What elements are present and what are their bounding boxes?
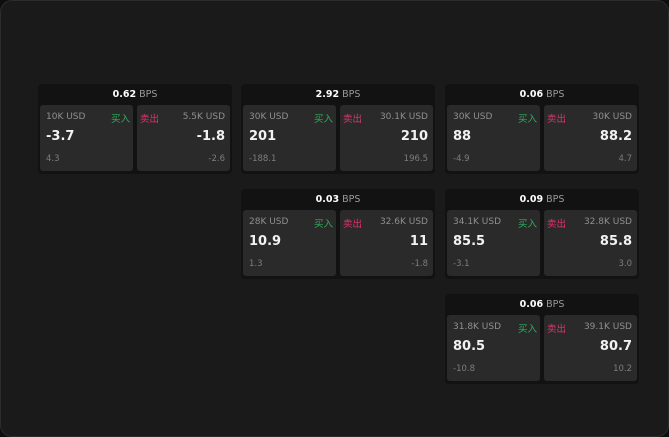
spread-value: 0.03	[315, 194, 340, 205]
quote-card: 2.92 BPS 30K USD 买入 201 -188.1 卖出 30.1K …	[241, 84, 435, 174]
buy-change: 4.3	[46, 154, 60, 164]
sell-price: -1.8	[196, 129, 225, 144]
buy-change: 1.3	[249, 259, 263, 269]
sell-tile[interactable]: 卖出 30K USD 88.2 4.7	[544, 105, 637, 171]
spread-unit: BPS	[546, 194, 565, 205]
sell-change: 3.0	[618, 259, 632, 269]
sell-amount: 32.8K USD	[583, 217, 632, 227]
buy-tile[interactable]: 10K USD 买入 -3.7 4.3	[40, 105, 133, 171]
spread-value: 0.62	[112, 89, 137, 100]
buy-tile[interactable]: 30K USD 买入 201 -188.1	[243, 105, 336, 171]
sell-change: -2.6	[208, 154, 225, 164]
buy-change: -4.9	[453, 154, 470, 164]
sell-change: 196.5	[403, 154, 428, 164]
sell-tile[interactable]: 卖出 32.6K USD 11 -1.8	[340, 210, 433, 276]
sell-amount: 39.1K USD	[583, 322, 632, 332]
sell-label: 卖出	[343, 114, 363, 125]
sell-price: 85.8	[599, 234, 632, 249]
spread-value: 2.92	[315, 89, 340, 100]
buy-price: 85.5	[453, 234, 486, 249]
buy-price: 10.9	[249, 234, 282, 249]
buy-amount: 30K USD	[453, 112, 493, 122]
buy-amount: 28K USD	[249, 217, 289, 227]
sell-label: 卖出	[547, 219, 567, 230]
buy-label: 买入	[313, 114, 333, 125]
buy-tile[interactable]: 34.1K USD 买入 85.5 -3.1	[447, 210, 540, 276]
spread-value: 0.06	[519, 299, 544, 310]
sell-label: 卖出	[547, 324, 567, 335]
spread-header: 0.03 BPS	[241, 189, 435, 210]
buy-label: 买入	[313, 219, 333, 230]
buy-tile[interactable]: 31.8K USD 买入 80.5 -10.8	[447, 315, 540, 381]
sell-change: -1.8	[411, 259, 428, 269]
buy-label: 买入	[110, 114, 130, 125]
sell-amount: 5.5K USD	[182, 112, 225, 122]
spread-unit: BPS	[546, 299, 565, 310]
sell-label: 卖出	[140, 114, 160, 125]
sell-amount: 30.1K USD	[379, 112, 428, 122]
spread-unit: BPS	[342, 89, 361, 100]
buy-change: -188.1	[249, 154, 277, 164]
buy-label: 买入	[517, 324, 537, 335]
spread-value: 0.06	[519, 89, 544, 100]
sell-price: 88.2	[599, 129, 632, 144]
buy-tile[interactable]: 30K USD 买入 88 -4.9	[447, 105, 540, 171]
buy-amount: 30K USD	[249, 112, 289, 122]
buy-label: 买入	[517, 219, 537, 230]
buy-change: -3.1	[453, 259, 470, 269]
buy-price: 80.5	[453, 339, 486, 354]
sell-change: 4.7	[618, 154, 632, 164]
spread-header: 0.09 BPS	[445, 189, 639, 210]
buy-amount: 31.8K USD	[453, 322, 502, 332]
sell-tile[interactable]: 卖出 39.1K USD 80.7 10.2	[544, 315, 637, 381]
sell-amount: 32.6K USD	[379, 217, 428, 227]
sell-price: 11	[409, 234, 428, 249]
buy-amount: 34.1K USD	[453, 217, 502, 227]
buy-change: -10.8	[453, 364, 475, 374]
buy-label: 买入	[517, 114, 537, 125]
sell-price: 80.7	[599, 339, 632, 354]
sell-amount: 30K USD	[592, 112, 632, 122]
buy-price: 88	[453, 129, 472, 144]
spread-value: 0.09	[519, 194, 544, 205]
spread-unit: BPS	[139, 89, 158, 100]
quote-card: 0.09 BPS 34.1K USD 买入 85.5 -3.1 卖出 32.8K…	[445, 189, 639, 279]
sell-price: 210	[400, 129, 428, 144]
spread-header: 2.92 BPS	[241, 84, 435, 105]
sell-tile[interactable]: 卖出 5.5K USD -1.8 -2.6	[137, 105, 230, 171]
sell-tile[interactable]: 卖出 32.8K USD 85.8 3.0	[544, 210, 637, 276]
quote-card: 0.03 BPS 28K USD 买入 10.9 1.3 卖出 32.6K US…	[241, 189, 435, 279]
sell-label: 卖出	[343, 219, 363, 230]
spread-header: 0.06 BPS	[445, 84, 639, 105]
spread-header: 0.06 BPS	[445, 294, 639, 315]
quote-card: 0.62 BPS 10K USD 买入 -3.7 4.3 卖出 5.5K USD…	[38, 84, 232, 174]
sell-label: 卖出	[547, 114, 567, 125]
sell-change: 10.2	[613, 364, 632, 374]
quote-card: 0.06 BPS 31.8K USD 买入 80.5 -10.8 卖出 39.1…	[445, 294, 639, 384]
spread-unit: BPS	[546, 89, 565, 100]
spread-unit: BPS	[342, 194, 361, 205]
buy-amount: 10K USD	[46, 112, 86, 122]
quote-card: 0.06 BPS 30K USD 买入 88 -4.9 卖出 30K USD 8…	[445, 84, 639, 174]
buy-price: 201	[249, 129, 277, 144]
buy-tile[interactable]: 28K USD 买入 10.9 1.3	[243, 210, 336, 276]
sell-tile[interactable]: 卖出 30.1K USD 210 196.5	[340, 105, 433, 171]
buy-price: -3.7	[46, 129, 75, 144]
spread-header: 0.62 BPS	[38, 84, 232, 105]
